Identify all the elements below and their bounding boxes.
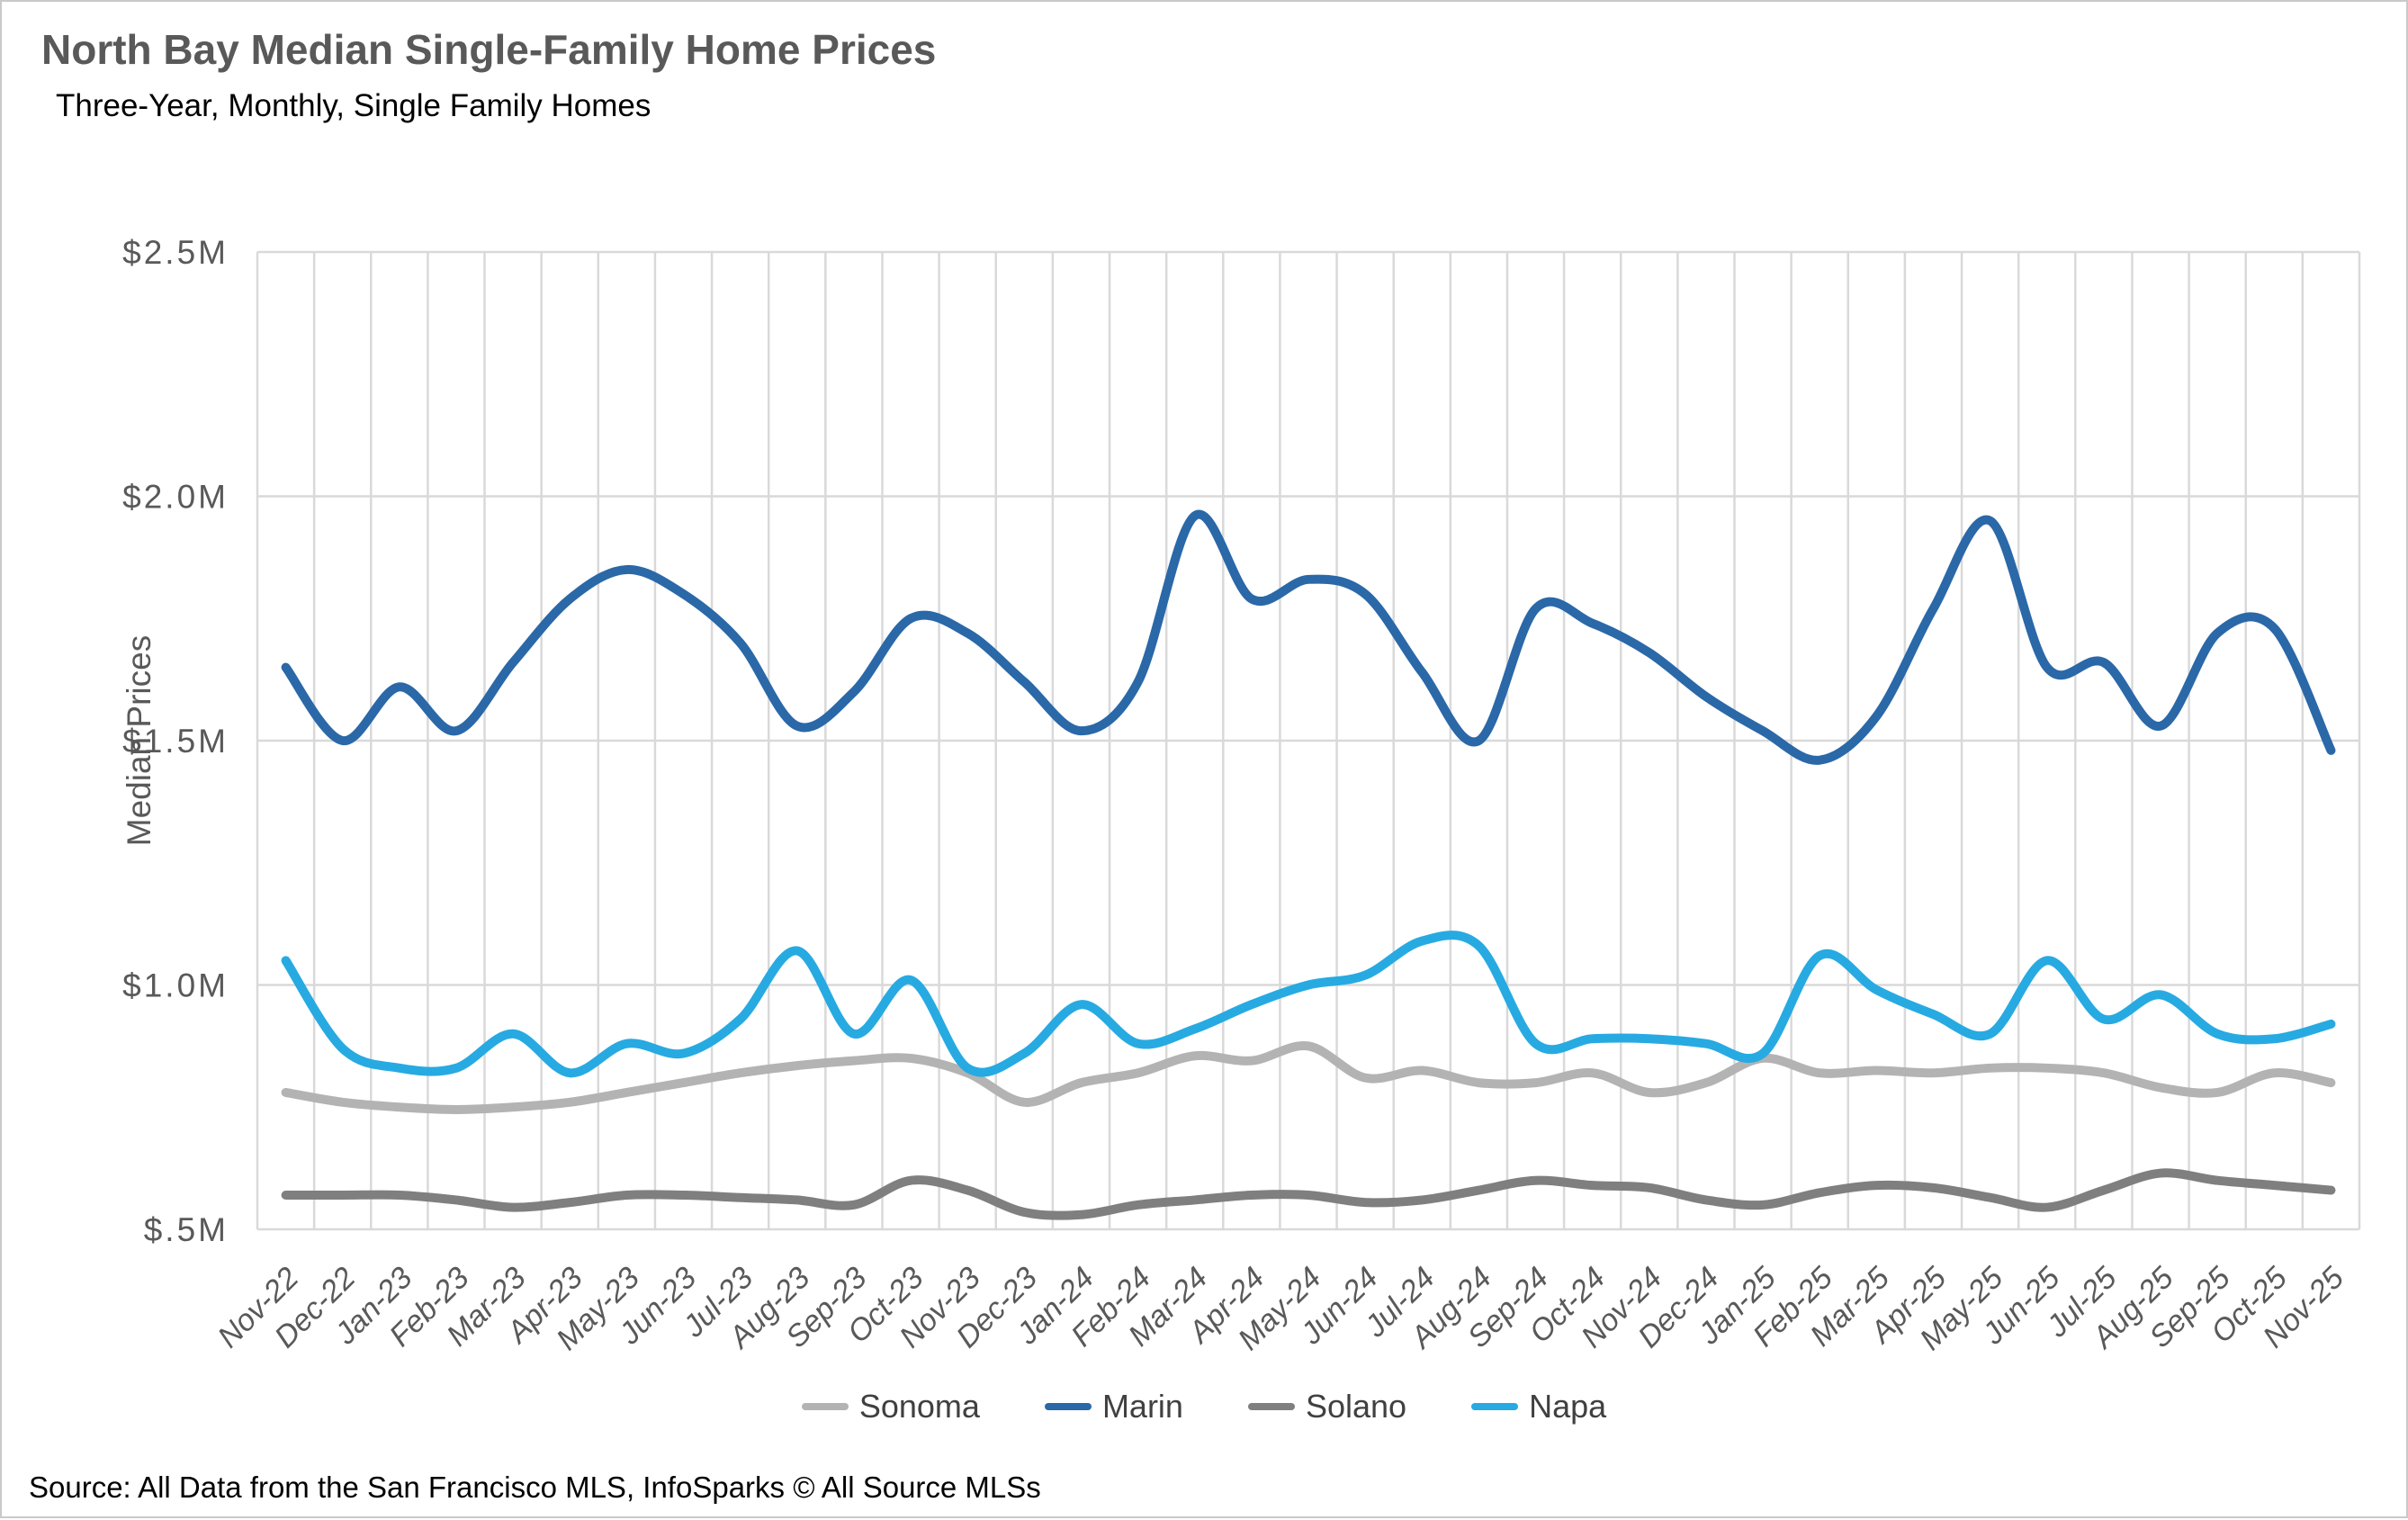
series-line-napa [281,931,2336,1078]
series-line-sonoma [281,1041,2336,1114]
chart-title: North Bay Median Single-Family Home Pric… [41,26,937,73]
legend-item-sonoma: Sonoma [801,1388,980,1426]
legend-item-solano: Solano [1247,1388,1407,1426]
chart-subtitle: Three-Year, Monthly, Single Family Homes [56,88,651,123]
legend-item-marin: Marin [1044,1388,1183,1426]
legend-marker-sonoma [801,1403,849,1410]
series-line-solano [281,1168,2336,1220]
y-axis-title: Median Prices [121,634,158,847]
y-tick-label: $1.0M [122,967,229,1004]
legend-marker-napa [1471,1403,1519,1410]
legend-label: Napa [1529,1388,1607,1425]
y-tick-label: $2.5M [122,234,229,271]
legend-label: Sonoma [858,1388,980,1425]
y-tick-label: $2.0M [122,479,229,516]
source-note: Source: All Data from the San Francisco … [29,1471,1041,1504]
series-line-marin [281,509,2336,765]
legend-item-napa: Napa [1471,1388,1606,1426]
chart-legend: Sonoma Marin Solano Napa [2,1388,2406,1426]
legend-label: Marin [1101,1388,1183,1425]
legend-marker-marin [1044,1403,1092,1410]
y-tick-label: $1.5M [122,723,229,760]
y-tick-label: $.5M [144,1211,229,1248]
legend-marker-solano [1247,1403,1295,1410]
legend-label: Solano [1305,1388,1407,1425]
